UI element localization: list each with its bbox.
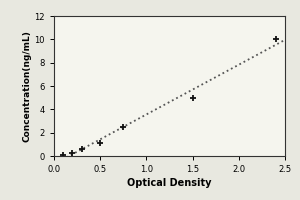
Y-axis label: Concentration(ng/mL): Concentration(ng/mL) [23, 30, 32, 142]
X-axis label: Optical Density: Optical Density [127, 178, 212, 188]
